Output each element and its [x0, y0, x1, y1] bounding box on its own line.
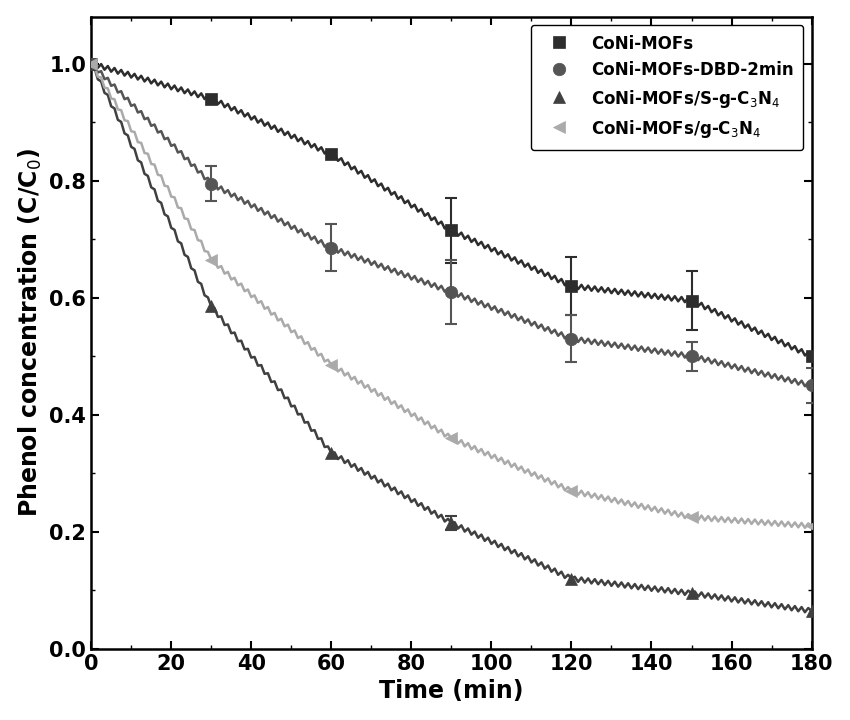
CoNi-MOFs/g-C$_3$N$_4$ — [86, 59, 96, 68]
CoNi-MOFs — [207, 94, 217, 103]
Legend: CoNi-MOFs, CoNi-MOFs-DBD-2min, CoNi-MOFs/S-g-C$_3$N$_4$, CoNi-MOFs/g-C$_3$N$_4$: CoNi-MOFs, CoNi-MOFs-DBD-2min, CoNi-MOFs… — [530, 25, 803, 150]
CoNi-MOFs/g-C$_3$N$_4$ — [687, 513, 697, 521]
Line: CoNi-MOFs/S-g-C$_3$N$_4$: CoNi-MOFs/S-g-C$_3$N$_4$ — [85, 58, 818, 617]
CoNi-MOFs/S-g-C$_3$N$_4$ — [207, 302, 217, 311]
CoNi-MOFs — [86, 59, 96, 68]
CoNi-MOFs/S-g-C$_3$N$_4$ — [687, 589, 697, 598]
CoNi-MOFs-DBD-2min — [326, 243, 337, 252]
CoNi-MOFs-DBD-2min — [207, 179, 217, 188]
CoNi-MOFs-DBD-2min — [807, 381, 817, 390]
CoNi-MOFs-DBD-2min — [86, 59, 96, 68]
Y-axis label: Phenol concentration (C/C$_0$): Phenol concentration (C/C$_0$) — [17, 148, 44, 518]
CoNi-MOFs/S-g-C$_3$N$_4$ — [446, 518, 456, 527]
CoNi-MOFs/S-g-C$_3$N$_4$ — [807, 606, 817, 615]
CoNi-MOFs/g-C$_3$N$_4$ — [207, 256, 217, 264]
CoNi-MOFs/g-C$_3$N$_4$ — [807, 522, 817, 531]
CoNi-MOFs/g-C$_3$N$_4$ — [326, 361, 337, 369]
Line: CoNi-MOFs/g-C$_3$N$_4$: CoNi-MOFs/g-C$_3$N$_4$ — [85, 58, 818, 532]
CoNi-MOFs — [807, 352, 817, 361]
CoNi-MOFs — [446, 226, 456, 235]
Line: CoNi-MOFs: CoNi-MOFs — [85, 58, 818, 362]
CoNi-MOFs-DBD-2min — [687, 352, 697, 361]
CoNi-MOFs/S-g-C$_3$N$_4$ — [326, 449, 337, 457]
CoNi-MOFs-DBD-2min — [446, 287, 456, 296]
CoNi-MOFs-DBD-2min — [566, 334, 576, 343]
CoNi-MOFs/g-C$_3$N$_4$ — [566, 487, 576, 495]
CoNi-MOFs — [687, 296, 697, 305]
CoNi-MOFs — [326, 150, 337, 158]
CoNi-MOFs/S-g-C$_3$N$_4$ — [86, 59, 96, 68]
CoNi-MOFs — [566, 282, 576, 290]
X-axis label: Time (min): Time (min) — [379, 680, 524, 703]
Line: CoNi-MOFs-DBD-2min: CoNi-MOFs-DBD-2min — [85, 58, 818, 392]
CoNi-MOFs/S-g-C$_3$N$_4$ — [566, 575, 576, 583]
CoNi-MOFs/g-C$_3$N$_4$ — [446, 434, 456, 443]
